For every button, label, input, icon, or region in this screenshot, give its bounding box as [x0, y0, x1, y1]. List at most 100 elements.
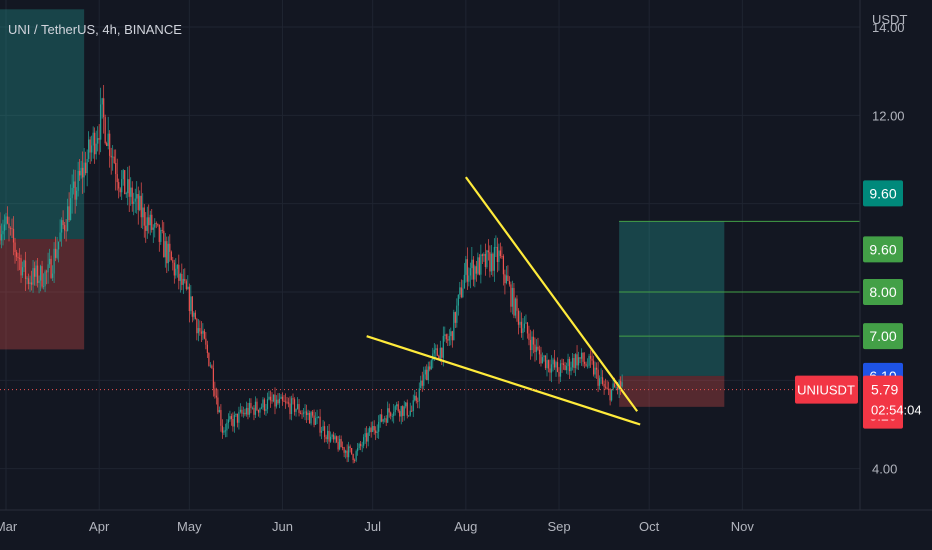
candle-body-58	[86, 158, 88, 174]
candle-body-350	[525, 322, 527, 324]
candle-body-383	[574, 354, 577, 368]
candle-body-67	[100, 104, 102, 140]
position-stop-zone-0[interactable]	[0, 238, 85, 350]
candle-body-177	[265, 409, 267, 412]
candle-body-227	[340, 439, 342, 448]
position-target-zone-0[interactable]	[0, 9, 85, 239]
time-axis[interactable]	[0, 509, 932, 550]
candle-body-113	[169, 243, 171, 252]
candle-body-354	[531, 336, 533, 351]
candle-body-39	[57, 241, 60, 250]
candle-body-378	[567, 359, 569, 367]
candle-body-85	[127, 179, 129, 194]
candle-body-328	[492, 253, 494, 271]
candle-body-408	[612, 383, 614, 390]
candle-body-71	[106, 143, 108, 146]
candle-body-414	[621, 382, 623, 387]
candle-body-52	[77, 170, 79, 191]
candle-body-347	[520, 321, 523, 333]
candle-body-375	[562, 363, 565, 366]
candle-body-93	[139, 195, 141, 210]
candle-body-236	[354, 459, 356, 461]
candle-body-355	[532, 336, 535, 345]
candle-body-138	[206, 344, 208, 353]
candle-body-404	[606, 387, 608, 390]
candle-body-360	[540, 354, 542, 364]
candle-body-152	[227, 419, 230, 423]
candle-body-332	[498, 250, 500, 263]
candle-body-206	[308, 412, 311, 424]
candle-body-208	[311, 411, 314, 416]
candle-body-237	[355, 451, 357, 461]
candle-body-175	[262, 399, 264, 408]
candle-body-341	[511, 287, 514, 307]
candle-body-376	[564, 365, 566, 371]
position-target-zone-1[interactable]	[619, 221, 725, 376]
candle-body-246	[369, 427, 371, 433]
position-boxes[interactable]	[0, 9, 725, 407]
candle-body-4	[5, 216, 7, 225]
price-badge-label-1: 9.60	[869, 241, 896, 257]
candle-body-387	[580, 352, 583, 359]
candle-body-109	[163, 230, 165, 258]
candle-body-221	[331, 434, 333, 437]
candle-body-112	[167, 243, 169, 264]
candle-body-195	[292, 398, 294, 400]
target-levels[interactable]	[619, 220, 860, 337]
candle-body-130	[194, 312, 196, 319]
candle-body-312	[468, 275, 470, 282]
candle-body-149	[223, 430, 225, 433]
candle-body-366	[549, 368, 551, 373]
candle-body-8	[11, 228, 13, 230]
candle-body-117	[175, 268, 177, 276]
candle-body-276	[414, 395, 416, 401]
candle-body-140	[209, 365, 211, 367]
candle-body-377	[565, 366, 568, 371]
position-stop-zone-1[interactable]	[619, 375, 725, 407]
candle-body-279	[418, 388, 420, 402]
candle-body-270	[405, 402, 407, 407]
candle-body-258	[387, 408, 389, 423]
x-tick-label-7: Oct	[639, 519, 660, 534]
candle-body-369	[553, 359, 556, 368]
candle-body-230	[345, 450, 347, 453]
candle-body-280	[420, 380, 422, 389]
candle-body-38	[56, 249, 58, 258]
candle-body-102	[152, 227, 154, 230]
candle-body-154	[230, 416, 233, 419]
candle-body-27	[39, 266, 42, 281]
candle-body-395	[592, 360, 595, 375]
trendlines[interactable]	[366, 176, 641, 426]
candle-body-308	[462, 288, 464, 298]
candle-body-203	[304, 411, 306, 413]
candle-body-254	[381, 414, 383, 422]
trendline-1[interactable]	[366, 335, 641, 426]
candle-body-356	[534, 344, 536, 352]
x-tick-labels: Mar Apr May Jun Jul Aug Sep Oct Nov	[0, 519, 754, 534]
candle-body-157	[235, 413, 237, 416]
candle-body-274	[411, 410, 413, 412]
candle-body-226	[339, 439, 341, 450]
candle-body-317	[475, 266, 477, 274]
candle-body-65	[97, 138, 99, 144]
trendline-0[interactable]	[464, 176, 639, 412]
candle-body-165	[247, 407, 249, 415]
candle-body-96	[143, 207, 145, 226]
candle-body-241	[361, 445, 363, 447]
candle-body-191	[286, 401, 288, 403]
candle-body-89	[133, 201, 135, 204]
candle-body-204	[305, 411, 308, 416]
candle-body-29	[42, 286, 45, 288]
candle-body-224	[336, 436, 338, 442]
candle-body-57	[85, 162, 87, 174]
candle-body-129	[193, 312, 195, 317]
candle-body-358	[537, 346, 539, 350]
candle-body-217	[325, 436, 327, 440]
symbol-title[interactable]: UNI / TetherUS, 4h, BINANCE	[8, 22, 182, 37]
candle-body-23	[33, 268, 36, 277]
candle-body-84	[125, 193, 127, 195]
candle-body-77	[115, 162, 117, 175]
candle-body-298	[447, 339, 449, 341]
candle-body-345	[517, 310, 520, 325]
